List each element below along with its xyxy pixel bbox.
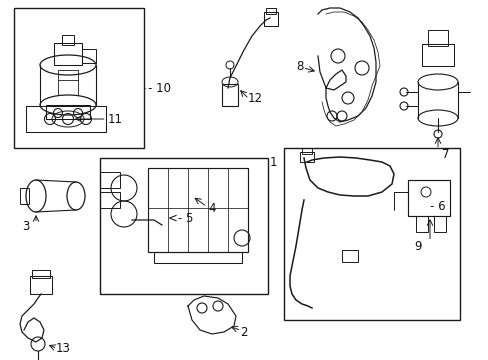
Bar: [427, 30, 447, 46]
Bar: [407, 180, 449, 216]
Bar: [341, 250, 357, 262]
Text: 3: 3: [22, 220, 30, 233]
Bar: [100, 158, 267, 294]
Bar: [100, 172, 120, 188]
Text: - 6: - 6: [429, 199, 445, 212]
Bar: [82, 49, 96, 63]
Bar: [222, 84, 238, 106]
Text: 7: 7: [441, 148, 449, 161]
Bar: [415, 216, 427, 232]
Bar: [264, 12, 278, 26]
Bar: [26, 106, 106, 132]
Bar: [299, 152, 313, 162]
Bar: [165, 176, 209, 196]
Bar: [421, 44, 453, 66]
Bar: [32, 270, 50, 278]
Bar: [100, 192, 120, 208]
Text: 1: 1: [269, 156, 277, 168]
Text: <- 5: <- 5: [168, 212, 193, 225]
Text: 8: 8: [295, 59, 303, 72]
Bar: [14, 8, 143, 148]
Bar: [148, 168, 247, 252]
Text: 4: 4: [207, 202, 215, 215]
Bar: [302, 148, 311, 154]
Bar: [46, 105, 90, 119]
Text: 12: 12: [247, 91, 263, 104]
Bar: [284, 148, 459, 320]
Bar: [62, 35, 74, 45]
Text: 13: 13: [56, 342, 71, 355]
Text: 11: 11: [76, 113, 123, 126]
Text: 2: 2: [240, 325, 247, 338]
Text: - 10: - 10: [148, 81, 171, 95]
Bar: [20, 188, 29, 204]
Bar: [54, 43, 82, 65]
Text: 9: 9: [413, 239, 421, 252]
Bar: [433, 216, 445, 232]
Bar: [180, 196, 196, 208]
Bar: [30, 276, 52, 294]
Bar: [209, 180, 224, 192]
Bar: [265, 8, 275, 14]
Bar: [152, 182, 165, 190]
Bar: [154, 252, 242, 263]
